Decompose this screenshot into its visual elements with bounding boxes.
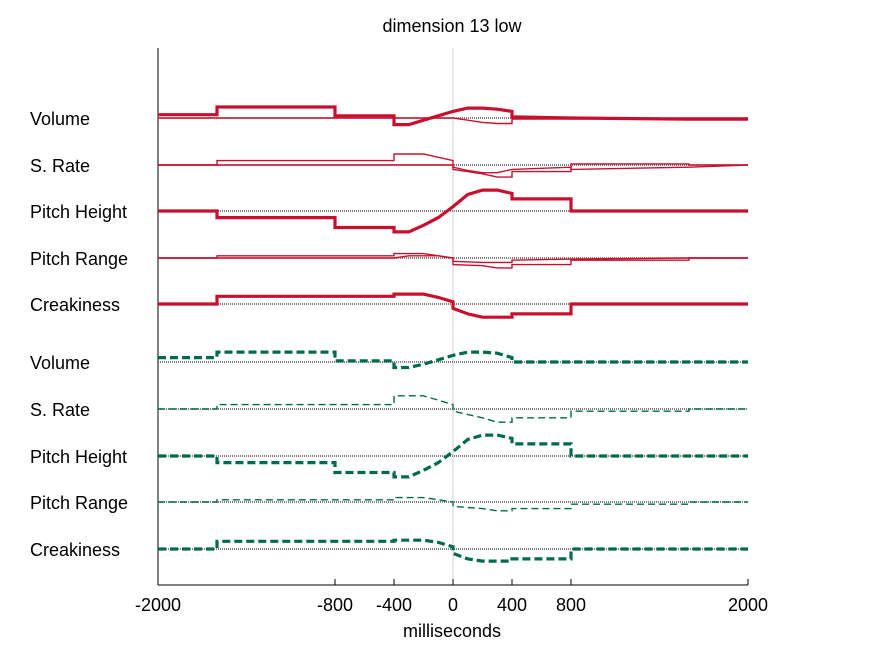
series-line-thick xyxy=(158,433,748,479)
row-bottom-volume: Volume xyxy=(30,350,748,373)
x-tick-label: -400 xyxy=(376,595,412,615)
series-line-thick xyxy=(158,188,748,234)
row-top-s-rate: S. Rate xyxy=(30,153,749,178)
series-line-thick xyxy=(158,538,748,563)
row-bottom-s-rate: S. Rate xyxy=(30,395,748,423)
series-line-thin xyxy=(158,252,748,269)
series-line-thin xyxy=(158,255,748,264)
row-label: Pitch Height xyxy=(30,447,127,467)
x-ticks: -2000 -800 -400 0 400 800 2000 xyxy=(135,579,768,615)
row-top-creakiness: Creakiness xyxy=(30,292,748,319)
x-tick-label: 800 xyxy=(556,595,586,615)
row-label: Creakiness xyxy=(30,295,120,315)
row-top-volume: Volume xyxy=(30,105,748,129)
row-label: S. Rate xyxy=(30,156,90,176)
x-tick-label: 0 xyxy=(448,595,458,615)
series-line-thin xyxy=(158,117,748,125)
series-line-thick xyxy=(158,105,748,127)
row-label: Creakiness xyxy=(30,540,120,560)
row-label: Pitch Height xyxy=(30,202,127,222)
row-top-pitch-range: Pitch Range xyxy=(30,249,748,269)
row-label: S. Rate xyxy=(30,400,90,420)
row-bottom-pitch-height: Pitch Height xyxy=(30,433,748,479)
row-label: Pitch Range xyxy=(30,493,128,513)
row-label: Pitch Range xyxy=(30,249,128,269)
series-line-thin xyxy=(158,163,748,178)
x-tick-label: 2000 xyxy=(728,595,768,615)
row-label: Volume xyxy=(30,109,90,129)
row-bottom-pitch-range: Pitch Range xyxy=(30,493,748,513)
chart-title: dimension 13 low xyxy=(382,16,522,36)
x-tick-label: -800 xyxy=(317,595,353,615)
row-top-pitch-height: Pitch Height xyxy=(30,188,748,234)
x-tick-label: -2000 xyxy=(135,595,181,615)
series-line-thick xyxy=(158,350,748,370)
series-line-thin xyxy=(158,395,748,423)
row-bottom-creakiness: Creakiness xyxy=(30,538,748,563)
x-axis-label: milliseconds xyxy=(403,621,501,641)
x-tick-label: 400 xyxy=(497,595,527,615)
series-line-thick xyxy=(158,292,748,319)
row-label: Volume xyxy=(30,353,90,373)
chart-rows: Volume S. Rate Pitch Height Pitch Range Crea… xyxy=(30,105,749,563)
